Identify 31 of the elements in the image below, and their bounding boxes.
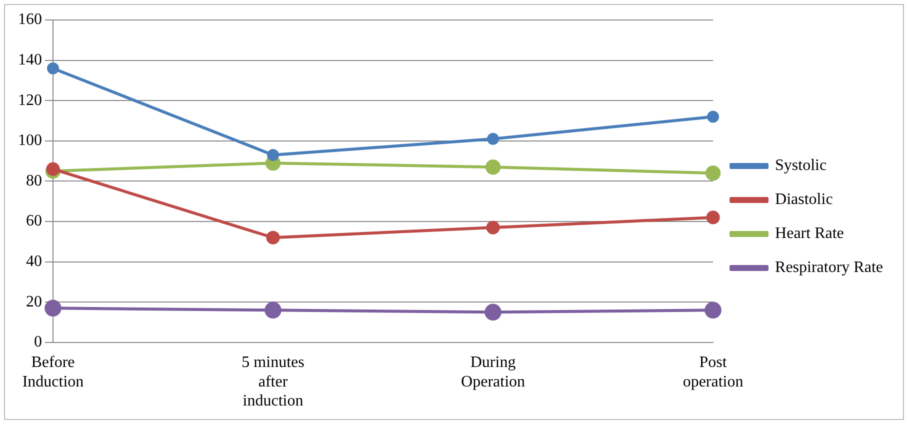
point — [487, 132, 500, 145]
point — [707, 110, 720, 123]
y-tick-label: 40 — [26, 253, 42, 270]
x-tick-label: 5 minutes after induction — [242, 354, 304, 410]
point — [706, 210, 720, 224]
x-tick-label: During Operation — [461, 354, 526, 390]
y-tick-label: 20 — [26, 293, 42, 310]
point — [705, 166, 721, 181]
point — [264, 302, 282, 319]
y-tick-label: 80 — [26, 172, 42, 190]
y-tick-label: 100 — [18, 132, 42, 150]
point — [267, 149, 280, 162]
point — [46, 162, 60, 176]
y-tick-label: 160 — [18, 11, 42, 28]
point — [47, 62, 59, 74]
legend-label: Diastolic — [775, 191, 833, 208]
legend-label: Systolic — [775, 157, 827, 174]
point — [484, 304, 502, 321]
point — [486, 220, 500, 234]
y-tick-label: 60 — [26, 212, 42, 230]
point — [485, 159, 501, 175]
y-tick-label: 0 — [34, 334, 42, 351]
x-tick-label: Before Induction — [22, 354, 84, 390]
legend-label: Heart Rate — [775, 225, 844, 242]
x-tick-label: Post operation — [682, 354, 744, 390]
point — [266, 230, 280, 244]
y-tick-label: 120 — [18, 92, 42, 109]
point — [44, 300, 62, 317]
point — [704, 302, 722, 319]
y-tick-label: 140 — [18, 52, 42, 69]
legend-label: Respiratory Rate — [775, 259, 883, 276]
